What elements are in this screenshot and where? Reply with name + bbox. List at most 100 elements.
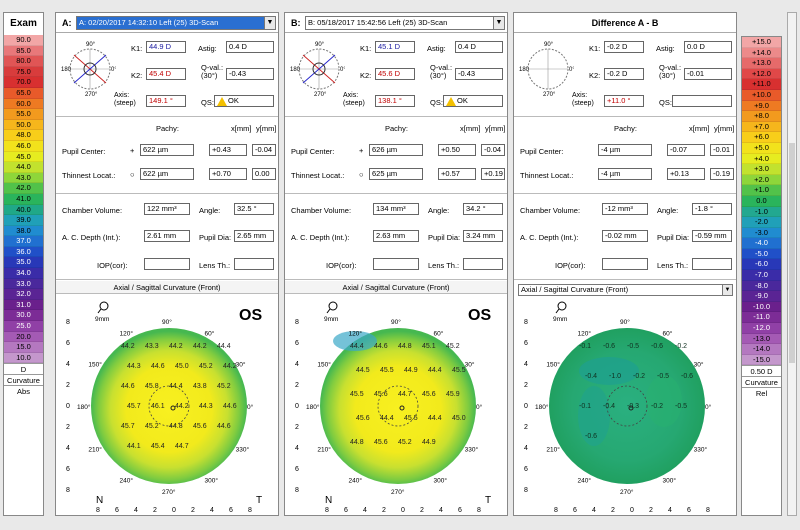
scale-footer-item[interactable]: Curvature <box>742 376 781 388</box>
thinnest-y-field[interactable]: 0.00 <box>252 168 276 180</box>
thinnest-x-field[interactable]: +0.57 <box>438 168 476 180</box>
pupil-dia-field[interactable]: 3.24 mm <box>463 230 503 242</box>
k2-field[interactable]: 45.6 D <box>375 68 415 80</box>
scale-footer-item[interactable]: 0.50 D <box>742 365 781 377</box>
axis-field[interactable]: +11.0 ° <box>604 95 644 107</box>
pupil-x-field[interactable]: -0.07 <box>667 144 705 156</box>
scale-footer-item[interactable]: D <box>4 363 43 375</box>
lens-field[interactable] <box>234 258 274 270</box>
temporal-label: T <box>485 495 492 506</box>
zoom-icon[interactable] <box>326 301 338 314</box>
curvature-map[interactable]: 44.4 44.6 44.8 45.1 45.2 44.5 45.5 44.9 44.4 45.5… <box>285 296 507 516</box>
scrollbar-thumb[interactable] <box>789 143 795 363</box>
angle-field[interactable]: 32.5 ° <box>234 203 274 215</box>
iop-field[interactable] <box>602 258 648 270</box>
x-tick-label: 4 <box>134 507 138 514</box>
thinnest-pachy-field[interactable]: 622 µm <box>140 168 194 180</box>
thinnest-pachy-field[interactable]: -4 µm <box>598 168 652 180</box>
map-value: 44.6 <box>217 423 231 430</box>
y-header: y[mm] <box>256 124 277 133</box>
scale-footer-item[interactable]: Curvature <box>4 374 43 386</box>
qval-field[interactable]: -0.01 <box>684 68 732 80</box>
qs-field[interactable]: OK <box>214 95 274 107</box>
axis-field[interactable]: 149.1 ° <box>146 95 186 107</box>
chevron-down-icon[interactable]: ▼ <box>493 17 504 29</box>
scrollbar[interactable] <box>787 12 797 516</box>
pupil-pachy-field[interactable]: 626 µm <box>369 144 423 156</box>
pupil-x-field[interactable]: +0.50 <box>438 144 476 156</box>
lens-field[interactable] <box>463 258 503 270</box>
angle-field[interactable]: 34.2 ° <box>463 203 503 215</box>
iop-field[interactable] <box>373 258 419 270</box>
y-tick-label: 0 <box>66 403 70 410</box>
warning-icon <box>446 96 456 106</box>
scale-value: +8.0 <box>742 111 781 122</box>
scale-value: 10.0 <box>4 352 43 364</box>
scale-footer-item[interactable]: Rel <box>742 387 781 399</box>
map-value: 44.2 <box>193 343 207 350</box>
scale-value: 30.0 <box>4 310 43 322</box>
pupil-pachy-field[interactable]: -4 µm <box>598 144 652 156</box>
pupil-y-field[interactable]: -0.01 <box>710 144 734 156</box>
curvature-map[interactable]: 44.2 43.3 44.2 44.2 44.4 44.3 44.6 45.0 45.2 44.2… <box>56 296 278 516</box>
qs-field[interactable]: OK <box>443 95 503 107</box>
scale-footer[interactable]: D Curvature Abs <box>4 363 43 397</box>
iop-field[interactable] <box>144 258 190 270</box>
acd-field[interactable]: 2.61 mm <box>144 230 190 242</box>
pupil-y-field[interactable]: -0.04 <box>252 144 276 156</box>
lens-field[interactable] <box>692 258 732 270</box>
acd-field[interactable]: 2.63 mm <box>373 230 419 242</box>
chamber-volume-field[interactable]: -12 mm³ <box>602 203 648 215</box>
y-tick-label: 4 <box>524 445 528 452</box>
degree-label: 60° <box>663 329 673 337</box>
pupil-dia-field[interactable]: -0.59 mm <box>692 230 732 242</box>
map-value: 44.6 <box>223 403 237 410</box>
k2-field[interactable]: -0.2 D <box>604 68 644 80</box>
map-value: 45.0 <box>452 415 466 422</box>
thinnest-x-field[interactable]: +0.70 <box>209 168 247 180</box>
scale-footer-item[interactable]: Abs <box>4 385 43 397</box>
scale-footer[interactable]: 0.50 D Curvature Rel <box>742 365 781 399</box>
chevron-down-icon[interactable]: ▼ <box>722 285 732 295</box>
map-value: -0.5 <box>675 403 687 410</box>
k1-label: K1: <box>589 44 601 53</box>
pupil-dia-field[interactable]: 2.65 mm <box>234 230 274 242</box>
pupil-pachy-field[interactable]: 622 µm <box>140 144 194 156</box>
thinnest-y-field[interactable]: +0.19 <box>481 168 505 180</box>
pupil-y-field[interactable]: -0.04 <box>481 144 505 156</box>
chevron-down-icon[interactable]: ▼ <box>264 17 275 29</box>
acd-field[interactable]: -0.02 mm <box>602 230 648 242</box>
axis-label: Axis: (steep) <box>572 92 594 107</box>
exam-select[interactable]: A: 02/20/2017 14:32:10 Left (25) 3D-Scan… <box>76 16 276 30</box>
chamber-volume-field[interactable]: 134 mm³ <box>373 203 419 215</box>
astig-field[interactable]: 0.0 D <box>684 41 732 53</box>
qval-field[interactable]: -0.43 <box>455 68 503 80</box>
angle-field[interactable]: -1.8 ° <box>692 203 732 215</box>
astig-field[interactable]: 0.4 D <box>226 41 274 53</box>
pupil-x-field[interactable]: +0.43 <box>209 144 247 156</box>
axis-field[interactable]: 138.1 ° <box>375 95 415 107</box>
thinnest-x-field[interactable]: +0.13 <box>667 168 705 180</box>
k2-field[interactable]: 45.4 D <box>146 68 186 80</box>
zoom-icon[interactable] <box>555 301 567 314</box>
exam-select[interactable]: B: 05/18/2017 15:42:56 Left (25) 3D-Scan… <box>305 16 505 30</box>
k1-field[interactable]: 44.9 D <box>146 41 186 53</box>
curvature-map[interactable]: -0.1 -0.6 -0.5 -0.6 -0.2 -0.4 -1.0 -0.2 -0.5 -0.6… <box>514 296 736 516</box>
map-type-select[interactable]: Axial / Sagittal Curvature (Front) ▼ <box>518 284 733 296</box>
map-value: -0.4 <box>603 403 615 410</box>
astig-field[interactable]: 0.4 D <box>455 41 503 53</box>
scale-value: 90.0 <box>4 35 43 46</box>
qval-field[interactable]: -0.43 <box>226 68 274 80</box>
k1-field[interactable]: 45.1 D <box>375 41 415 53</box>
k1-field[interactable]: -0.2 D <box>604 41 644 53</box>
y-tick-label: 6 <box>66 466 70 473</box>
chamber-volume-field[interactable]: 122 mm³ <box>144 203 190 215</box>
degree-label: 90° <box>620 318 630 326</box>
qs-field[interactable] <box>672 95 732 107</box>
y-tick-label: 8 <box>524 319 528 326</box>
thinnest-pachy-field[interactable]: 625 µm <box>369 168 423 180</box>
scale-value: +7.0 <box>742 121 781 133</box>
zoom-icon[interactable] <box>97 301 109 314</box>
thinnest-y-field[interactable]: -0.19 <box>710 168 734 180</box>
svg-text:90°: 90° <box>86 42 96 48</box>
